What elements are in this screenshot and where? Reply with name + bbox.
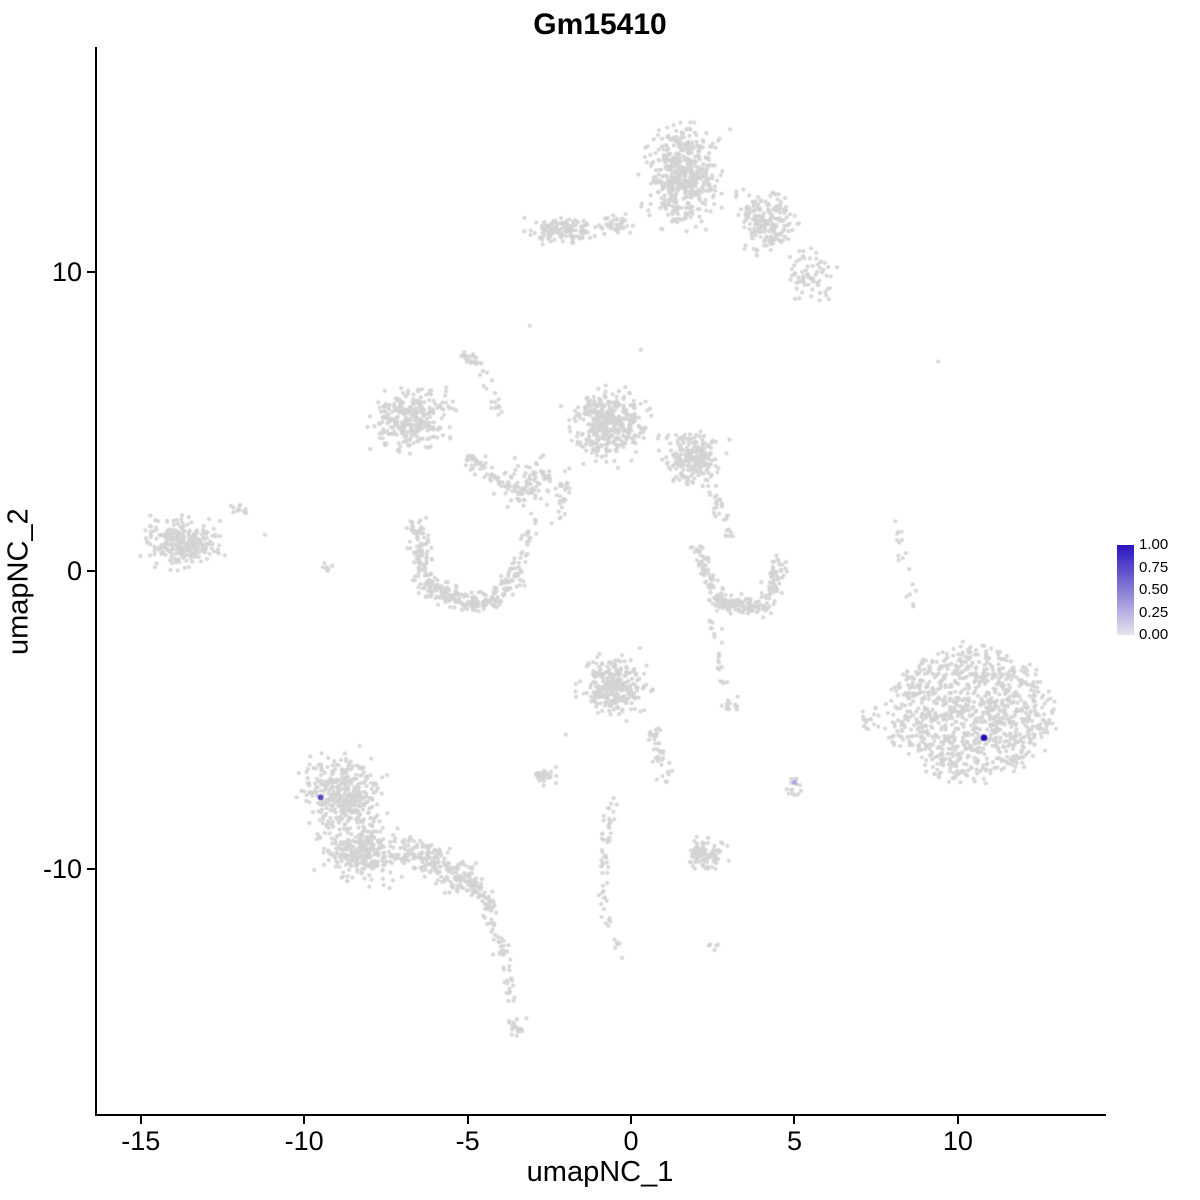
x-tick-mark <box>139 1116 142 1124</box>
x-tick-mark <box>956 1116 959 1124</box>
y-axis-label: umapNC_2 <box>2 508 35 655</box>
x-tick-label: -10 <box>284 1126 324 1156</box>
y-tick-label: 10 <box>51 257 82 288</box>
x-tick-label: -15 <box>121 1126 161 1156</box>
plot-panel <box>95 47 1106 1116</box>
x-axis-label: umapNC_1 <box>526 1156 674 1188</box>
x-tick-label: -5 <box>455 1126 480 1156</box>
y-tick-mark <box>87 868 95 871</box>
y-tick-mark <box>87 271 95 274</box>
x-tick-mark <box>630 1116 633 1124</box>
plot-title: Gm15410 <box>533 8 667 41</box>
x-tick-mark <box>303 1116 306 1124</box>
x-tick-mark <box>793 1116 796 1124</box>
y-tick-label: 0 <box>66 555 82 586</box>
y-tick-mark <box>87 569 95 572</box>
y-tick-label: -10 <box>42 854 82 885</box>
x-tick-mark <box>466 1116 469 1124</box>
x-tick-label: 10 <box>942 1126 973 1156</box>
x-tick-label: 0 <box>623 1126 639 1156</box>
x-tick-label: 5 <box>786 1126 802 1156</box>
